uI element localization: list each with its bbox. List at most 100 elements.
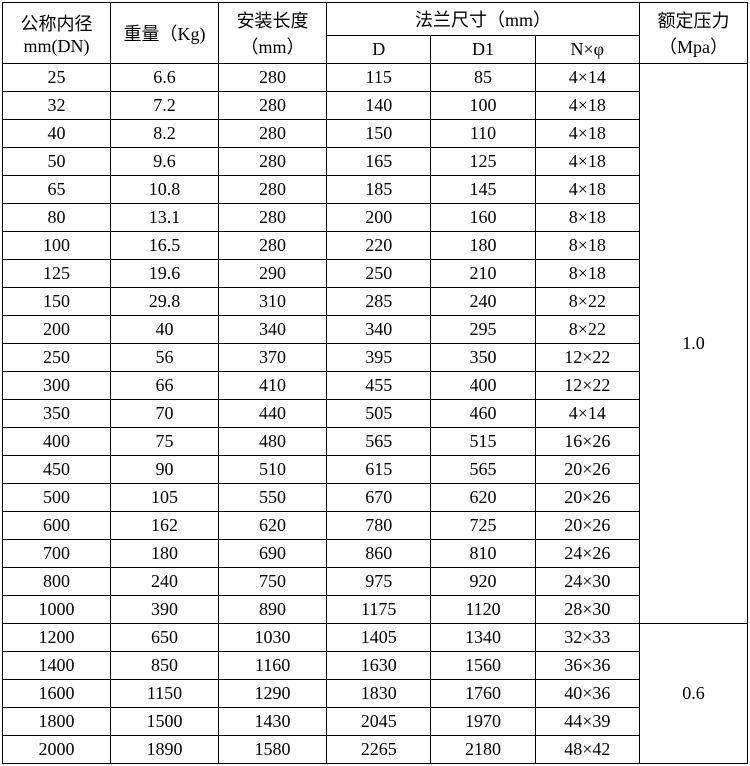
table-row: 4007548056551516×26 bbox=[3, 428, 748, 456]
cell-weight: 650 bbox=[111, 624, 219, 652]
cell-pressure: 0.6 bbox=[639, 624, 747, 764]
cell-d: 185 bbox=[327, 176, 431, 204]
cell-dn: 40 bbox=[3, 120, 111, 148]
cell-length: 890 bbox=[219, 596, 327, 624]
cell-length: 620 bbox=[219, 512, 327, 540]
cell-dn: 800 bbox=[3, 568, 111, 596]
cell-d: 505 bbox=[327, 400, 431, 428]
header-dn-line2: mm(DN) bbox=[24, 36, 90, 56]
cell-length: 750 bbox=[219, 568, 327, 596]
cell-dn: 700 bbox=[3, 540, 111, 568]
cell-nphi: 24×26 bbox=[535, 540, 639, 568]
cell-d: 115 bbox=[327, 64, 431, 92]
cell-weight: 105 bbox=[111, 484, 219, 512]
cell-nphi: 16×26 bbox=[535, 428, 639, 456]
cell-d: 1175 bbox=[327, 596, 431, 624]
cell-d1: 160 bbox=[431, 204, 535, 232]
table-row: 6510.82801851454×18 bbox=[3, 176, 748, 204]
cell-length: 1160 bbox=[219, 652, 327, 680]
cell-weight: 40 bbox=[111, 316, 219, 344]
table-row: 10016.52802201808×18 bbox=[3, 232, 748, 260]
cell-weight: 850 bbox=[111, 652, 219, 680]
cell-nphi: 8×18 bbox=[535, 260, 639, 288]
cell-nphi: 20×26 bbox=[535, 456, 639, 484]
cell-d1: 920 bbox=[431, 568, 535, 596]
cell-dn: 125 bbox=[3, 260, 111, 288]
cell-length: 510 bbox=[219, 456, 327, 484]
cell-nphi: 4×18 bbox=[535, 92, 639, 120]
cell-length: 290 bbox=[219, 260, 327, 288]
header-pressure-line2: （Mpa） bbox=[659, 37, 728, 57]
cell-d: 150 bbox=[327, 120, 431, 148]
cell-d: 250 bbox=[327, 260, 431, 288]
cell-dn: 100 bbox=[3, 232, 111, 260]
cell-pressure: 1.0 bbox=[639, 64, 747, 624]
cell-weight: 19.6 bbox=[111, 260, 219, 288]
header-d: D bbox=[327, 36, 431, 64]
cell-d: 395 bbox=[327, 344, 431, 372]
cell-d: 780 bbox=[327, 512, 431, 540]
table-row: 8013.12802001608×18 bbox=[3, 204, 748, 232]
cell-d1: 210 bbox=[431, 260, 535, 288]
cell-nphi: 20×26 bbox=[535, 512, 639, 540]
cell-d1: 85 bbox=[431, 64, 535, 92]
header-length-line2: （mm） bbox=[241, 37, 305, 57]
cell-d1: 1970 bbox=[431, 708, 535, 736]
cell-length: 280 bbox=[219, 176, 327, 204]
cell-dn: 200 bbox=[3, 316, 111, 344]
table-row: 350704405054604×14 bbox=[3, 400, 748, 428]
table-row: 80024075097592024×30 bbox=[3, 568, 748, 596]
cell-weight: 240 bbox=[111, 568, 219, 596]
cell-dn: 350 bbox=[3, 400, 111, 428]
cell-dn: 1600 bbox=[3, 680, 111, 708]
table-row: 2000189015802265218048×42 bbox=[3, 736, 748, 764]
cell-nphi: 4×14 bbox=[535, 400, 639, 428]
table-row: 3006641045540012×22 bbox=[3, 372, 748, 400]
cell-dn: 32 bbox=[3, 92, 111, 120]
cell-nphi: 8×18 bbox=[535, 204, 639, 232]
table-row: 1800150014302045197044×39 bbox=[3, 708, 748, 736]
cell-length: 1030 bbox=[219, 624, 327, 652]
cell-d1: 240 bbox=[431, 288, 535, 316]
cell-dn: 250 bbox=[3, 344, 111, 372]
cell-d1: 725 bbox=[431, 512, 535, 540]
cell-length: 280 bbox=[219, 232, 327, 260]
cell-d: 455 bbox=[327, 372, 431, 400]
cell-nphi: 36×36 bbox=[535, 652, 639, 680]
table-row: 256.6280115854×141.0 bbox=[3, 64, 748, 92]
table-row: 120065010301405134032×330.6 bbox=[3, 624, 748, 652]
cell-dn: 300 bbox=[3, 372, 111, 400]
cell-nphi: 8×22 bbox=[535, 316, 639, 344]
cell-weight: 7.2 bbox=[111, 92, 219, 120]
cell-dn: 25 bbox=[3, 64, 111, 92]
cell-dn: 1800 bbox=[3, 708, 111, 736]
cell-nphi: 48×42 bbox=[535, 736, 639, 764]
cell-d: 1405 bbox=[327, 624, 431, 652]
cell-d1: 180 bbox=[431, 232, 535, 260]
cell-d1: 1120 bbox=[431, 596, 535, 624]
cell-d: 670 bbox=[327, 484, 431, 512]
table-row: 70018069086081024×26 bbox=[3, 540, 748, 568]
cell-length: 690 bbox=[219, 540, 327, 568]
table-row: 509.62801651254×18 bbox=[3, 148, 748, 176]
cell-weight: 70 bbox=[111, 400, 219, 428]
table-body: 256.6280115854×141.0327.22801401004×1840… bbox=[3, 64, 748, 764]
cell-weight: 56 bbox=[111, 344, 219, 372]
cell-nphi: 4×18 bbox=[535, 148, 639, 176]
cell-d1: 125 bbox=[431, 148, 535, 176]
table-row: 50010555067062020×26 bbox=[3, 484, 748, 512]
cell-dn: 65 bbox=[3, 176, 111, 204]
cell-dn: 2000 bbox=[3, 736, 111, 764]
table-row: 4509051061556520×26 bbox=[3, 456, 748, 484]
cell-length: 280 bbox=[219, 120, 327, 148]
table-row: 408.22801501104×18 bbox=[3, 120, 748, 148]
cell-length: 480 bbox=[219, 428, 327, 456]
cell-d1: 1560 bbox=[431, 652, 535, 680]
cell-weight: 1150 bbox=[111, 680, 219, 708]
table-header: 公称内径 mm(DN) 重量（Kg) 安装长度 （mm） 法兰尺寸（mm） 额定… bbox=[3, 3, 748, 64]
cell-length: 310 bbox=[219, 288, 327, 316]
cell-length: 280 bbox=[219, 148, 327, 176]
table-row: 12519.62902502108×18 bbox=[3, 260, 748, 288]
table-row: 10003908901175112028×30 bbox=[3, 596, 748, 624]
cell-nphi: 40×36 bbox=[535, 680, 639, 708]
